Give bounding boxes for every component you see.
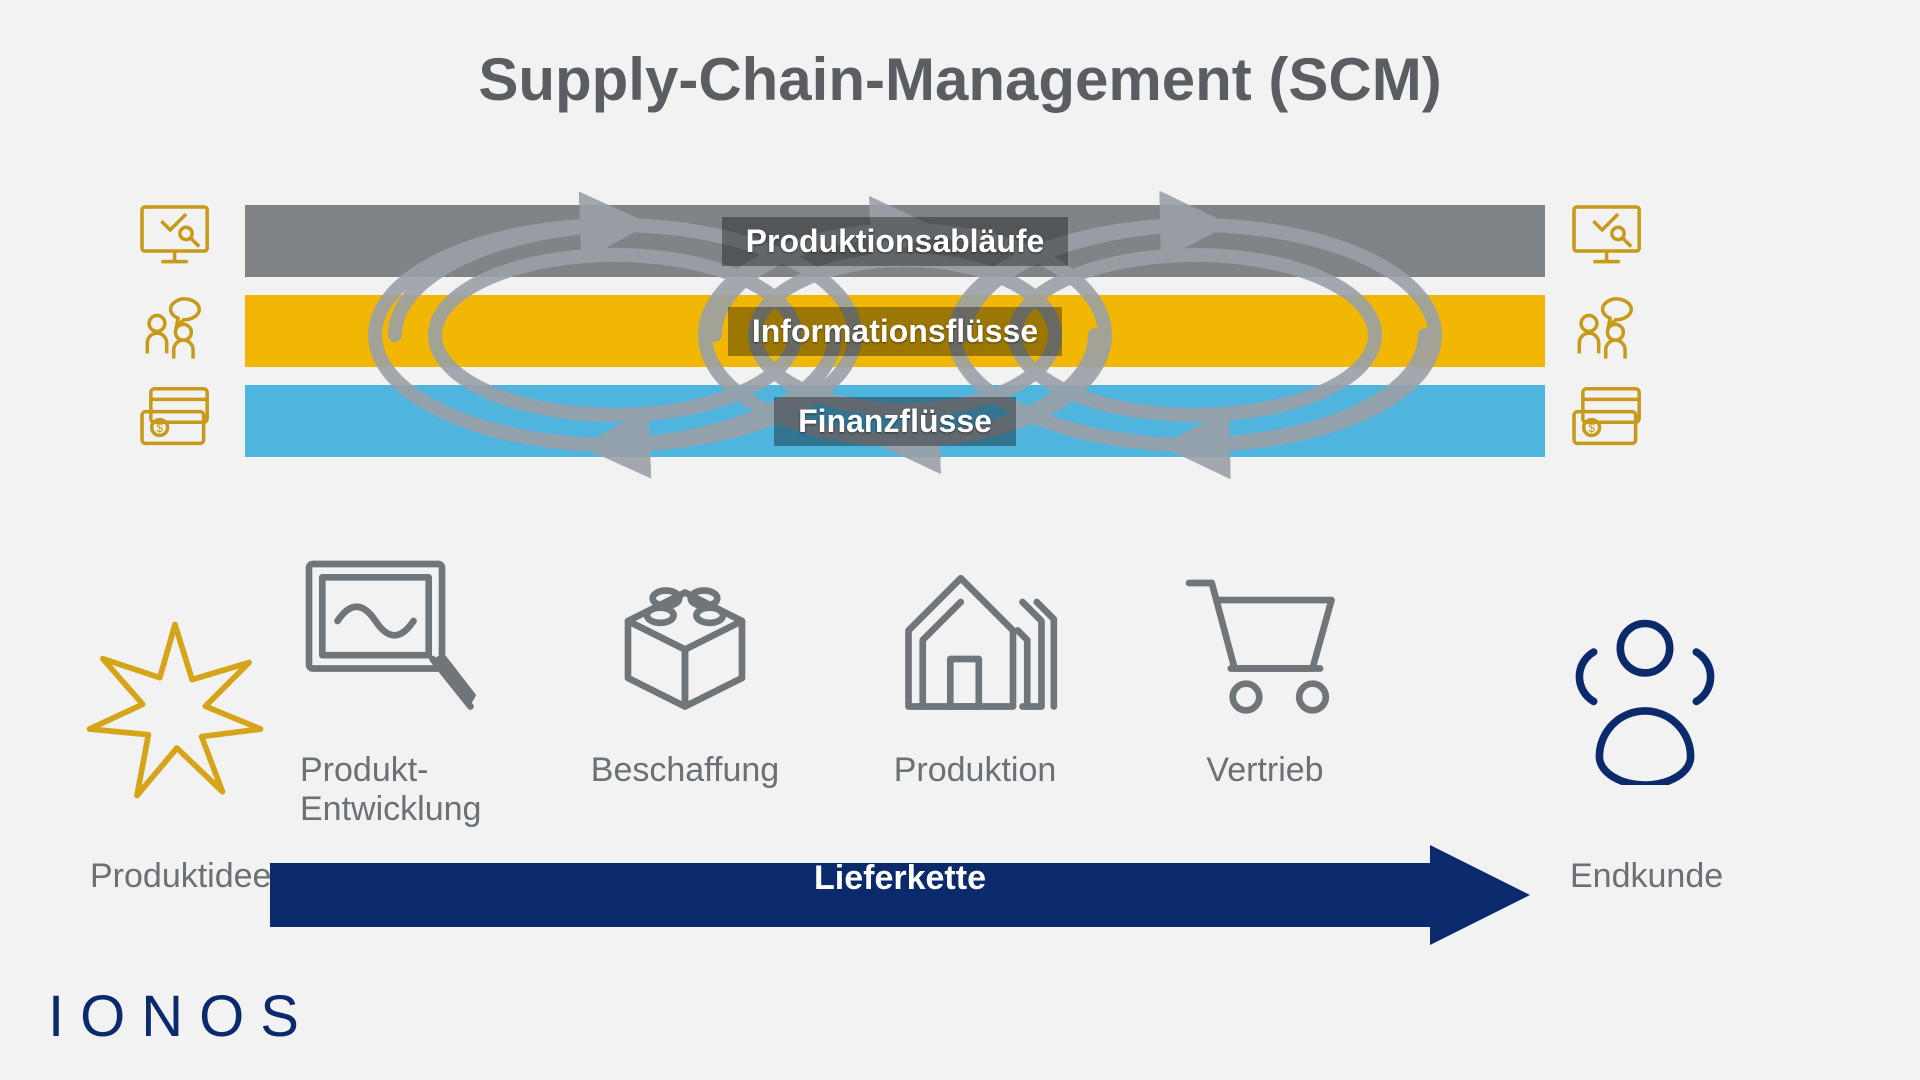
people-speech-icon — [1567, 290, 1655, 362]
lieferkette-arrow: Lieferkette — [270, 845, 1530, 911]
page-title: Supply-Chain-Management (SCM) — [0, 0, 1920, 114]
end-label: Endkunde — [1570, 857, 1723, 896]
building-blocks-icon — [590, 555, 780, 735]
svg-text:$: $ — [1588, 421, 1595, 435]
monitor-tools-icon — [1567, 200, 1655, 272]
svg-text:$: $ — [156, 421, 163, 435]
start-node — [80, 625, 280, 805]
money-cards-icon: $ — [1567, 380, 1655, 452]
shopping-cart-icon — [1170, 555, 1360, 735]
people-speech-icon — [135, 290, 223, 362]
factory-building-icon — [880, 555, 1070, 735]
stage-vertrieb: Vertrieb — [1170, 555, 1360, 790]
band-label: Finanzflüsse — [774, 397, 1016, 446]
start-label: Produktidee — [90, 857, 271, 896]
supply-chain-row: Produktidee Produkt-Entwicklung Beschaff… — [120, 555, 1800, 945]
stage-label: Vertrieb — [1170, 751, 1360, 790]
design-board-icon — [290, 555, 480, 735]
people-group-icon — [1550, 605, 1740, 785]
stage-beschaffung: Beschaffung — [590, 555, 780, 790]
band-information: Informationsflüsse — [245, 295, 1545, 367]
band-label: Informationsflüsse — [728, 307, 1062, 356]
band-production: Produktionsabläufe — [245, 205, 1545, 277]
band-finance: Finanzflüsse — [245, 385, 1545, 457]
band-label: Produktionsabläufe — [722, 217, 1069, 266]
star-burst-icon — [80, 625, 270, 805]
stage-produktion: Produktion — [880, 555, 1070, 790]
arrow-label: Lieferkette — [814, 859, 986, 898]
stage-label: Beschaffung — [590, 751, 780, 790]
stage-label: Produkt-Entwicklung — [290, 751, 481, 829]
brand-logo: IONOS — [48, 983, 315, 1050]
flow-bands: Produktionsabläufe Informationsflüsse Fi… — [245, 205, 1545, 465]
monitor-tools-icon — [135, 200, 223, 272]
stage-produktentwicklung: Produkt-Entwicklung — [290, 555, 481, 829]
stage-label: Produktion — [880, 751, 1070, 790]
end-node — [1550, 605, 1750, 785]
money-cards-icon: $ — [135, 380, 223, 452]
